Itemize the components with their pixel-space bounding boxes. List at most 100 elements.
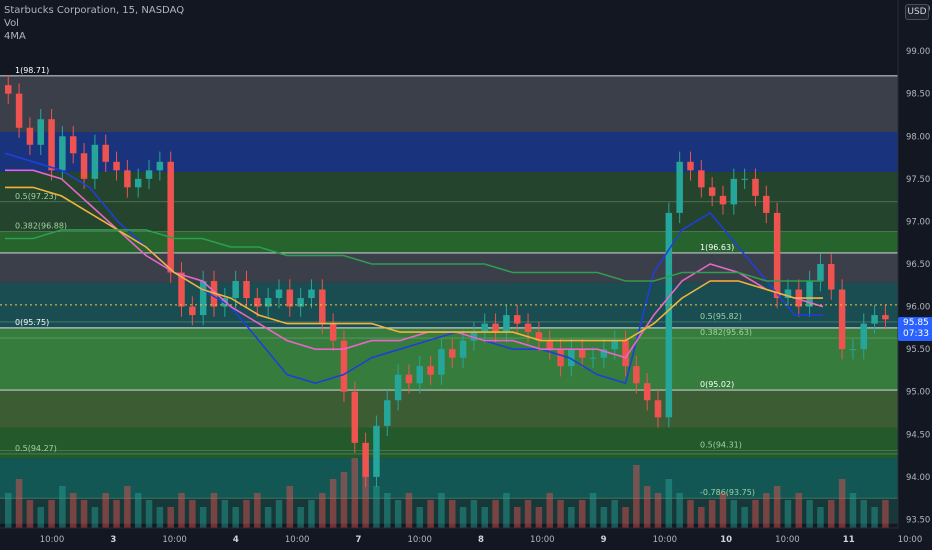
fib-level-label: 1(96.63) — [700, 243, 734, 252]
candle-body — [860, 323, 868, 350]
fib-zone — [0, 458, 898, 499]
volume-bar — [773, 486, 781, 528]
volume-bar — [838, 479, 846, 528]
volume-bar — [275, 500, 283, 528]
candle-body — [449, 349, 456, 358]
candle-body — [113, 161, 120, 171]
volume-bar — [784, 500, 792, 528]
volume-bar — [351, 458, 359, 528]
y-tick-label: 95.50 — [906, 345, 930, 355]
fib-zone — [0, 282, 898, 328]
fib-level-label: 0.382(95.63) — [700, 328, 752, 337]
volume-bar — [882, 500, 889, 528]
moving-average-line-pink — [5, 169, 824, 359]
volume-bar — [557, 500, 564, 528]
candle-body — [254, 298, 261, 307]
last-price-value: 95.85 — [903, 318, 929, 328]
volume-bar — [524, 500, 532, 528]
candle-body — [535, 332, 543, 341]
volume-bar — [319, 493, 326, 528]
candle-body — [308, 289, 315, 299]
volume-bar — [492, 500, 499, 528]
x-tick-label: 4 — [233, 535, 239, 545]
volume-bar — [286, 486, 294, 528]
x-tick-label: 10:00 — [40, 535, 65, 545]
candle-body — [665, 212, 673, 418]
candle-body — [643, 383, 651, 401]
volume-bar — [600, 507, 608, 528]
volume-bar — [806, 500, 813, 528]
candle-body — [741, 178, 748, 180]
x-tick-label: 10:00 — [407, 535, 432, 545]
fib-zone — [0, 390, 898, 428]
x-tick-label: 10:00 — [162, 535, 187, 545]
candle-body — [145, 170, 153, 179]
fib-level-label: 0.382(96.88) — [15, 222, 67, 231]
volume-bar — [329, 479, 337, 528]
currency-button[interactable]: USD — [905, 4, 929, 20]
candle-body — [849, 349, 857, 351]
candle-body — [524, 323, 532, 333]
fib-zone — [0, 498, 898, 524]
volume-bar — [362, 465, 369, 528]
candle-body — [817, 264, 824, 282]
volume-bar — [687, 500, 694, 528]
volume-bar — [730, 500, 738, 528]
volume-bar — [741, 507, 748, 528]
candle-body — [600, 349, 608, 358]
volume-bar — [828, 500, 835, 528]
candle-body — [243, 281, 250, 299]
volume-bar — [676, 493, 683, 528]
candle-body — [91, 144, 99, 179]
candle-body — [763, 195, 770, 213]
candle-body — [340, 340, 348, 392]
volume-bar — [59, 486, 66, 528]
volume-bar — [654, 493, 662, 528]
volume-bar — [91, 507, 99, 528]
volume-bar — [264, 507, 272, 528]
volume-bar — [308, 500, 315, 528]
candle-body — [546, 340, 553, 350]
volume-bar — [763, 493, 770, 528]
candle-body — [838, 289, 846, 350]
candle-body — [578, 349, 586, 358]
candle-body — [622, 340, 629, 367]
candle-body — [264, 298, 272, 307]
volume-bar — [568, 507, 575, 528]
volume-bar — [102, 493, 109, 528]
last-price-badge: 95.85 07:33 — [898, 317, 932, 341]
volume-bar — [416, 507, 424, 528]
x-tick-label: 10:00 — [530, 535, 555, 545]
volume-bar — [459, 507, 467, 528]
moving-average-line-blue — [4, 152, 823, 385]
volume-bar — [752, 500, 759, 528]
candle-body — [611, 340, 618, 350]
volume-indicator-label[interactable]: Vol — [4, 18, 19, 29]
volume-bar — [156, 507, 164, 528]
volume-bar — [427, 500, 434, 528]
x-tick-label: 10:00 — [285, 535, 310, 545]
y-tick-label: 96.50 — [906, 260, 930, 270]
y-tick-label: 96.00 — [906, 303, 930, 313]
volume-bar — [795, 493, 803, 528]
candle-body — [784, 289, 792, 299]
x-tick-label: 9 — [601, 535, 607, 545]
volume-bar — [384, 493, 391, 528]
candle-body — [394, 374, 402, 401]
candle-body — [470, 332, 478, 341]
candle-body — [124, 170, 131, 188]
volume-bar — [134, 493, 142, 528]
candle-body — [178, 272, 185, 307]
candle-body — [232, 281, 239, 299]
volume-bar — [622, 507, 629, 528]
volume-bar — [611, 500, 618, 528]
volume-bar — [243, 500, 250, 528]
candle-body — [698, 170, 705, 188]
candle-body — [882, 315, 889, 320]
y-tick-label: 95.00 — [906, 388, 930, 398]
volume-bar — [113, 500, 120, 528]
moving-average-indicator-label[interactable]: 4MA — [4, 31, 26, 42]
fib-zone — [0, 132, 898, 173]
candle-body — [15, 93, 23, 128]
